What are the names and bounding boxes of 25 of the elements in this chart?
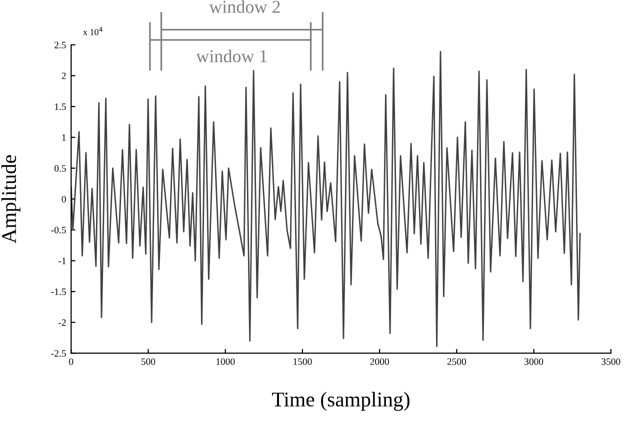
x-tick-label: 1000 xyxy=(216,358,235,365)
x-tick-label: 0 xyxy=(69,358,74,365)
y-tick-label: 2 xyxy=(62,72,66,80)
y-tick-label: 0 xyxy=(62,196,66,202)
y-tick-label: 1.5 xyxy=(54,103,66,110)
text: window 2 xyxy=(209,0,280,13)
x-tick-label: 2000 xyxy=(370,358,389,365)
x-tick-label: 500 xyxy=(142,358,156,365)
y-tick-label: -1 xyxy=(58,258,66,264)
y-axis-title: Amplitude xyxy=(1,155,20,244)
y-tick-label: -2 xyxy=(58,319,66,326)
x-tick-label: 3500 xyxy=(602,358,620,365)
x-axis-title: Time (sampling) xyxy=(272,392,410,411)
text: x 10$^{4}$ xyxy=(83,27,103,36)
y-tick-label: 1 xyxy=(62,134,66,141)
y-tick-label: -0.5 xyxy=(51,226,66,234)
y-tick-label: -1.5 xyxy=(51,288,66,296)
y-tick-label: -2.5 xyxy=(51,350,66,357)
x-tick-label: 1500 xyxy=(294,358,312,365)
y-tick-label: 2.5 xyxy=(54,42,66,48)
x-tick-label: 2500 xyxy=(447,358,466,365)
x-tick-label: 3000 xyxy=(524,358,544,365)
line-series xyxy=(71,50,581,348)
annotation: window 1 xyxy=(196,50,267,62)
y-tick-label: 0.5 xyxy=(54,165,66,172)
